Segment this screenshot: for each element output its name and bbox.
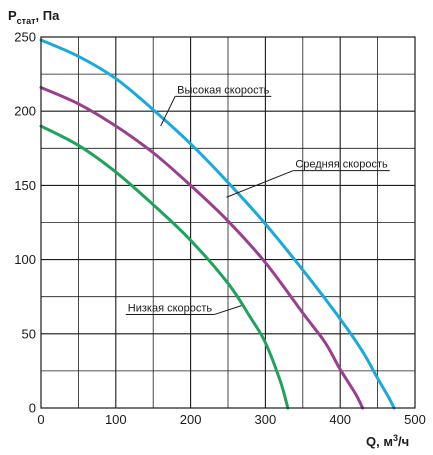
plot-frame <box>40 36 416 409</box>
annotation-label-2: Средняя скорость <box>295 159 388 171</box>
x-tick-label: 400 <box>329 412 351 427</box>
series-lines <box>39 38 396 410</box>
annotation-leader <box>213 305 242 316</box>
series-line-3 <box>39 124 290 410</box>
y-axis-label: Pстат, Па <box>8 8 60 26</box>
annotation-label-3: Низкая скорость <box>128 303 213 315</box>
x-axis-label: Q, м3/ч <box>366 433 409 449</box>
y-tick-label: 250 <box>14 30 36 45</box>
y-tick-label: 100 <box>14 252 36 267</box>
tick-labels: 0 100 200 300 400 500 0 50 100 150 200 250 <box>14 30 426 428</box>
x-tick-label: 500 <box>404 412 426 427</box>
annotation-leader <box>160 96 176 127</box>
x-tick-label: 200 <box>180 412 202 427</box>
x-tick-label: 100 <box>105 412 127 427</box>
y-tick-label: 0 <box>29 401 36 416</box>
annotation-leader <box>226 170 294 198</box>
annotation-label-1: Высокая скорость <box>177 84 269 96</box>
y-tick-label: 200 <box>14 104 36 119</box>
x-tick-label: 300 <box>255 412 277 427</box>
y-tick-label: 150 <box>14 178 36 193</box>
series-line-1 <box>39 38 396 410</box>
x-tick-label: 0 <box>37 412 44 427</box>
y-tick-label: 50 <box>22 326 36 341</box>
series-line-2 <box>39 85 365 410</box>
annotations: Высокая скорость Средняя скорость Низкая с… <box>125 84 390 316</box>
